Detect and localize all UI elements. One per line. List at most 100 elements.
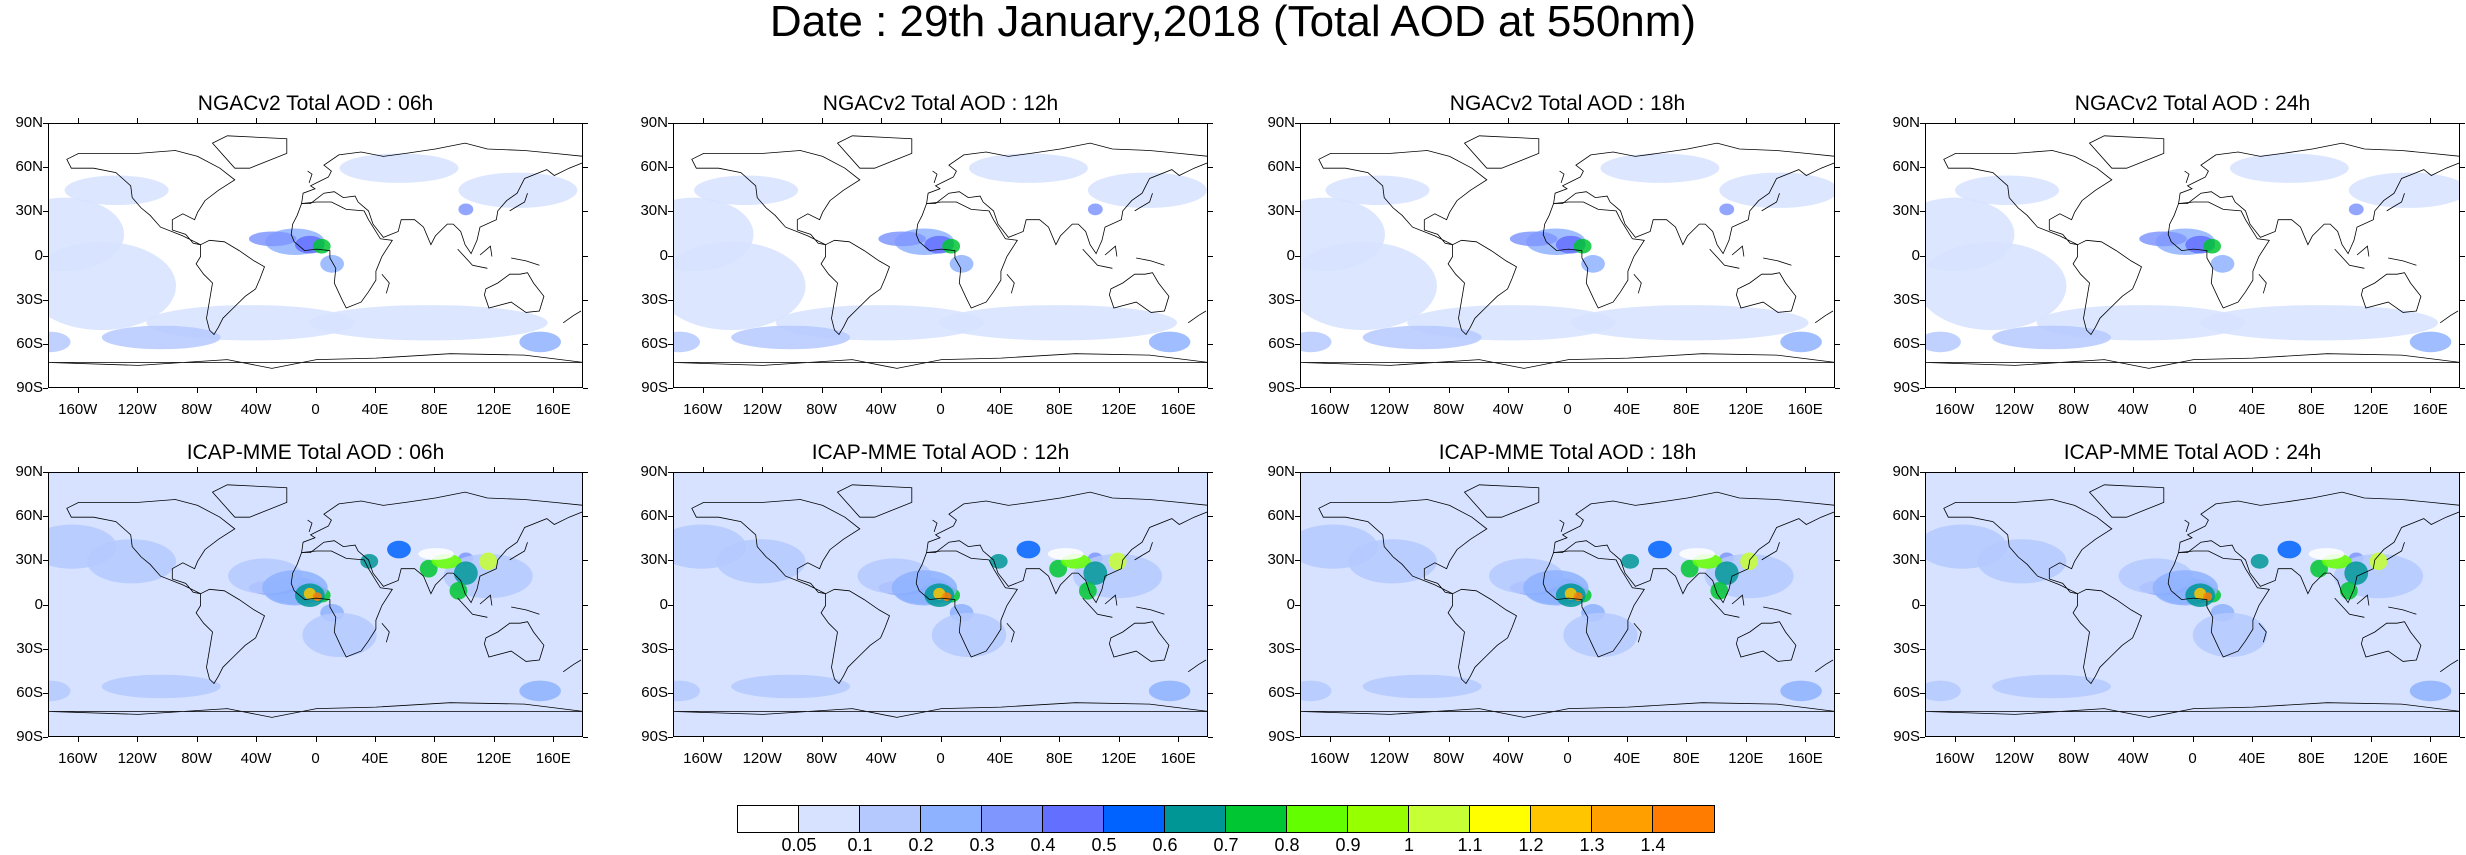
coastline [479, 594, 493, 606]
axis-tick [1208, 472, 1213, 473]
axis-tick [1835, 604, 1840, 606]
aod-plume [1087, 521, 1207, 557]
aod-plume [2250, 553, 2269, 569]
coastline [2072, 239, 2142, 336]
axis-tick [374, 737, 376, 742]
aod-plume [731, 325, 851, 350]
longitude-label: 160E [1160, 401, 1196, 418]
aod-field [1301, 124, 1834, 387]
axis-tick [1208, 560, 1213, 562]
axis-tick [668, 211, 673, 213]
aod-plume [1954, 175, 2060, 205]
longitude-label: 80W [181, 750, 213, 767]
coastline [2334, 597, 2365, 618]
aod-plume [309, 654, 548, 690]
latitude-label: 90S [641, 728, 668, 745]
colorbar-swatch [1287, 806, 1348, 832]
latitude-label: 60S [641, 334, 668, 352]
coastline [1735, 621, 1797, 662]
axis-tick [1920, 211, 1925, 213]
aod-plume [731, 674, 851, 699]
longitude-label: 0 [2188, 750, 2197, 767]
latitude-label: 30S [1893, 290, 1920, 308]
colorbar-label: 0.05 [781, 835, 817, 855]
axis-tick [2460, 737, 2465, 738]
axis-tick [668, 123, 673, 124]
axis-tick [1920, 516, 1925, 518]
axis-tick [1920, 388, 1925, 389]
axis-tick [2370, 388, 2372, 393]
axis-tick [1835, 167, 1840, 169]
longitude-label: 80W [1433, 401, 1465, 418]
coastline [290, 550, 393, 658]
latitude-label: 60S [1268, 683, 1295, 701]
axis-tick [1118, 737, 1120, 742]
axis-tick [1626, 118, 1628, 123]
aod-plume [1977, 539, 2067, 584]
aod-plume [1301, 331, 1332, 353]
aod-plume [2139, 231, 2187, 247]
axis-tick [668, 560, 673, 562]
axis-tick [2311, 467, 2313, 472]
aod-plume [2200, 305, 2438, 341]
coastline [1761, 193, 1780, 212]
axis-tick [940, 467, 942, 472]
coastline [1187, 659, 1207, 673]
coastline [1136, 257, 1165, 266]
aod-plume [1016, 540, 1041, 559]
aod-plume [1719, 172, 1834, 208]
colorbar-label: 0.5 [1091, 835, 1117, 855]
longitude-label: 40E [2238, 750, 2266, 767]
axis-tick [1954, 118, 1956, 123]
latitude-label: 60S [641, 683, 668, 701]
aod-map [1925, 123, 2460, 388]
coastline [1709, 248, 1740, 269]
aod-plume [453, 561, 478, 585]
axis-tick [583, 299, 588, 301]
axis-tick [668, 516, 673, 518]
colorbar-swatch [1470, 806, 1531, 832]
aod-plume [519, 680, 561, 702]
axis-tick [1920, 692, 1925, 694]
coastline [211, 135, 288, 169]
latitude-label: 30N [640, 551, 668, 569]
latitude-label: 60N [640, 158, 668, 176]
map-panel: NGACv2 Total AOD : 06h 90N 60N 30N 0 30S 60S 90… [15, 93, 588, 417]
aod-map [673, 123, 1208, 388]
colorbar-label: 0.3 [969, 835, 995, 855]
axis-tick [2073, 467, 2075, 472]
axis-tick [583, 516, 588, 518]
aod-plume [939, 654, 1178, 690]
axis-tick [1835, 255, 1840, 257]
aod-plume [458, 203, 474, 216]
axis-tick [1835, 560, 1840, 562]
latitude-label: 30N [1892, 202, 1920, 220]
axis-tick [1178, 118, 1180, 123]
coastline [1447, 588, 1517, 685]
axis-tick [2460, 299, 2465, 301]
axis-tick [256, 118, 258, 123]
aod-plume [2348, 172, 2459, 208]
aod-plume [1600, 502, 1720, 532]
axis-tick [43, 692, 48, 694]
axis-tick [43, 648, 48, 650]
axis-tick [2073, 118, 2075, 123]
aod-map [1300, 472, 1835, 737]
axis-tick [1835, 737, 1840, 738]
map-panel: ICAP-MME Total AOD : 24h 90N 60N 30N 0 30S 60S… [1892, 442, 2465, 766]
coastline [691, 150, 861, 246]
axis-tick [583, 388, 588, 389]
aod-plume [1148, 680, 1191, 702]
coastline [49, 353, 582, 369]
axis-tick [1208, 388, 1213, 389]
axis-tick [1686, 388, 1688, 393]
aod-plume [674, 680, 701, 702]
axis-tick [1295, 560, 1300, 562]
axis-tick [2014, 118, 2016, 123]
coastline [2388, 257, 2417, 266]
longitude-label: 160E [1787, 750, 1823, 767]
axis-tick [668, 167, 673, 169]
aod-plume [449, 581, 468, 600]
aod-plume [1108, 552, 1127, 571]
axis-tick [1954, 388, 1956, 393]
